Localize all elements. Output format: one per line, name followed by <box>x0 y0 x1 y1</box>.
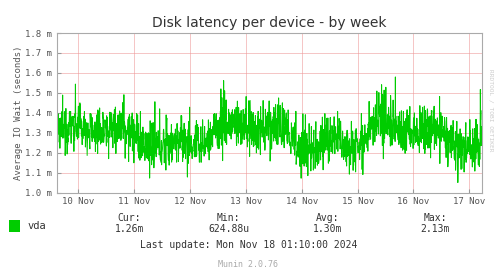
Text: 624.88u: 624.88u <box>208 224 249 234</box>
Text: Munin 2.0.76: Munin 2.0.76 <box>219 260 278 269</box>
Text: 2.13m: 2.13m <box>420 224 450 234</box>
Title: Disk latency per device - by week: Disk latency per device - by week <box>153 16 387 31</box>
Text: Cur:: Cur: <box>117 213 141 223</box>
Text: Avg:: Avg: <box>316 213 340 223</box>
Text: Last update: Mon Nov 18 01:10:00 2024: Last update: Mon Nov 18 01:10:00 2024 <box>140 240 357 249</box>
Text: vda: vda <box>27 221 46 231</box>
Text: Min:: Min: <box>217 213 241 223</box>
Text: RRDTOOL / TOBI OETIKER: RRDTOOL / TOBI OETIKER <box>489 69 494 151</box>
Text: Max:: Max: <box>423 213 447 223</box>
Text: 1.26m: 1.26m <box>114 224 144 234</box>
Y-axis label: Average IO Wait (seconds): Average IO Wait (seconds) <box>13 46 23 180</box>
Text: 1.30m: 1.30m <box>313 224 343 234</box>
